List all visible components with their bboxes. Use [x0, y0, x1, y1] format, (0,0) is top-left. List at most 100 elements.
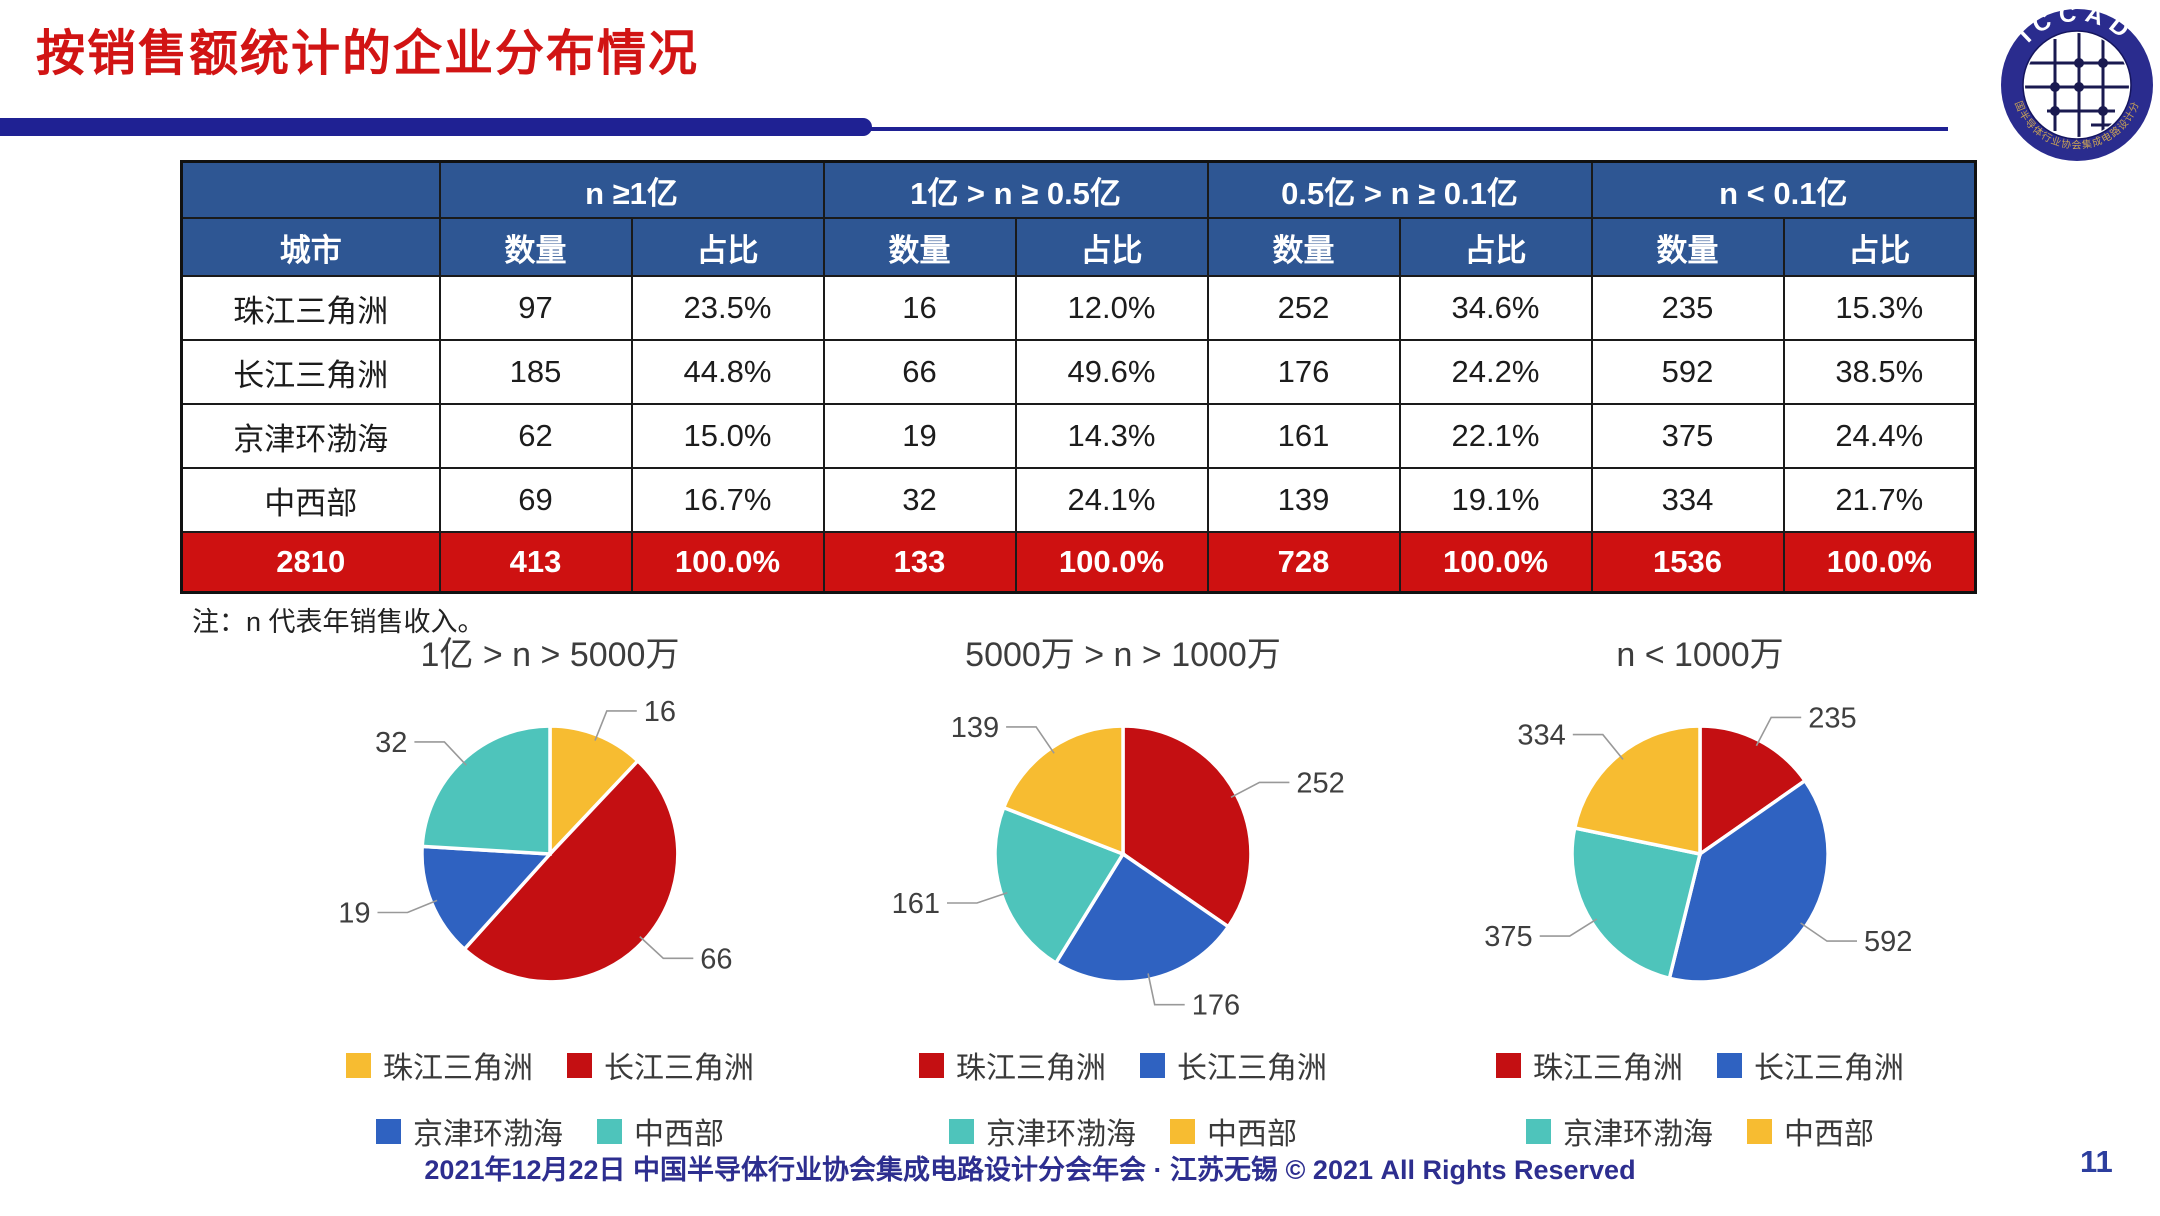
table-row: 中西部 69 16.7% 32 24.1% 139 19.1% 334 21.7% [180, 467, 1977, 533]
legend-label: 京津环渤海 [413, 1118, 563, 1151]
label-leader-line [1539, 918, 1598, 937]
data-label-京津环渤海: 375 [1484, 921, 1532, 953]
label-leader-line [1006, 726, 1055, 754]
legend-row: 京津环渤海 中西部 [949, 1109, 1297, 1153]
value-cell-2-6: 375 [1590, 403, 1785, 469]
value-cell-0-2: 16 [822, 275, 1017, 341]
legend-swatch [376, 1118, 401, 1144]
legend-swatch [1140, 1052, 1165, 1078]
legend-label: 珠江三角洲 [956, 1052, 1106, 1085]
table-row: 长江三角洲 185 44.8% 66 49.6% 176 24.2% 592 38.5% [180, 339, 1977, 405]
value-cell-3-7: 21.7% [1782, 467, 1977, 533]
data-label-京津环渤海: 19 [338, 898, 370, 930]
legend-swatch [949, 1118, 974, 1144]
label-leader-line [947, 892, 1008, 904]
value-cell-2-2: 19 [822, 403, 1017, 469]
table-row: 珠江三角洲 97 23.5% 16 12.0% 252 34.6% 235 15.3% [180, 275, 1977, 341]
value-cell-1-0: 185 [438, 339, 633, 405]
value-cell-1-7: 38.5% [1782, 339, 1977, 405]
legend-row: 珠江三角洲 长江三角洲 [919, 1043, 1327, 1087]
pie-title: 1亿 > n > 5000万 [420, 636, 680, 674]
legend-item-长江三角洲: 长江三角洲 [1140, 1043, 1327, 1087]
value-cell-3-6: 334 [1590, 467, 1785, 533]
legend-label: 长江三角洲 [1754, 1052, 1904, 1085]
value-cell-1-5: 24.2% [1398, 339, 1593, 405]
total-count-cell: 2810 [180, 531, 441, 594]
total-cell-4: 728 [1206, 531, 1401, 594]
value-cell-2-1: 15.0% [630, 403, 825, 469]
sub-header-cell-0-1: 占比 [630, 217, 825, 277]
table-row: 京津环渤海 62 15.0% 19 14.3% 161 22.1% 375 24.4% [180, 403, 1977, 469]
legend-label: 中西部 [1207, 1118, 1297, 1151]
data-label-珠江三角洲: 252 [1296, 767, 1344, 799]
sub-header-cell-3-0: 数量 [1590, 217, 1785, 277]
sub-header-cell-2-0: 数量 [1206, 217, 1401, 277]
city-header-cell: 城市 [180, 217, 441, 277]
group-header-cell-3: n < 0.1亿 [1590, 160, 1977, 219]
city-cell: 中西部 [180, 467, 441, 533]
value-cell-1-1: 44.8% [630, 339, 825, 405]
footer-text: 2021年12月22日 中国半导体行业协会集成电路设计分会年会 · 江苏无锡 ©… [424, 1155, 1636, 1185]
legend-label: 长江三角洲 [1177, 1052, 1327, 1085]
data-label-京津环渤海: 161 [892, 888, 940, 920]
legend-item-京津环渤海: 京津环渤海 [949, 1109, 1136, 1153]
legend-item-中西部: 中西部 [1170, 1109, 1297, 1153]
iccad-logo: ICCAD 中国半导体行业协会集成电路设计分会 [2001, 8, 2153, 161]
data-label-珠江三角洲: 16 [644, 696, 676, 728]
title-divider-line [0, 127, 1948, 131]
label-leader-line [1147, 973, 1185, 1006]
legend-swatch [597, 1118, 622, 1144]
pie-legend: 珠江三角洲 长江三角洲 京津环渤海 中西部 [250, 1043, 850, 1153]
legend-swatch [1747, 1118, 1772, 1144]
label-leader-line [1230, 781, 1290, 799]
value-cell-1-6: 592 [1590, 339, 1785, 405]
pie-svg: 252 176 161 139 [892, 712, 1345, 1022]
legend-swatch [1526, 1118, 1551, 1144]
value-cell-2-4: 161 [1206, 403, 1401, 469]
value-cell-2-5: 22.1% [1398, 403, 1593, 469]
value-cell-2-7: 24.4% [1782, 403, 1977, 469]
legend-row: 京津环渤海 中西部 [1526, 1109, 1874, 1153]
table-sub-header-row: 城市 数量 占比 数量 占比 数量 占比 数量 占比 [180, 217, 1977, 277]
sub-header-cell-1-1: 占比 [1014, 217, 1209, 277]
label-leader-line [639, 936, 694, 960]
sub-header-cell-1-0: 数量 [822, 217, 1017, 277]
legend-row: 珠江三角洲 长江三角洲 [1496, 1043, 1904, 1087]
total-cell-3: 100.0% [1014, 531, 1209, 594]
legend-label: 中西部 [1784, 1118, 1874, 1151]
legend-item-中西部: 中西部 [597, 1109, 724, 1153]
value-cell-3-4: 139 [1206, 467, 1401, 533]
legend-item-长江三角洲: 长江三角洲 [1717, 1043, 1904, 1087]
value-cell-3-0: 69 [438, 467, 633, 533]
value-cell-3-1: 16.7% [630, 467, 825, 533]
group-header-cell-0: n ≥1亿 [438, 160, 825, 219]
city-cell: 长江三角洲 [180, 339, 441, 405]
page-number: 11 [2080, 1144, 2113, 1179]
legend-item-珠江三角洲: 珠江三角洲 [346, 1043, 533, 1087]
legend-item-京津环渤海: 京津环渤海 [376, 1109, 563, 1153]
page-title: 按销售额统计的企业分布情况 [36, 27, 700, 81]
total-cell-5: 100.0% [1398, 531, 1593, 594]
legend-swatch [919, 1052, 944, 1078]
table-total-row: 2810 413 100.0% 133 100.0% 728 100.0% 1536 100.0… [180, 531, 1977, 594]
table-note: 注：n 代表年销售收入。 [192, 607, 485, 637]
value-cell-0-3: 12.0% [1014, 275, 1209, 341]
value-cell-0-5: 34.6% [1398, 275, 1593, 341]
data-label-中西部: 334 [1517, 720, 1565, 752]
data-label-中西部: 139 [951, 712, 999, 744]
data-label-长江三角洲: 66 [700, 943, 732, 975]
value-cell-1-2: 66 [822, 339, 1017, 405]
sub-header-cell-0-0: 数量 [438, 217, 633, 277]
legend-item-京津环渤海: 京津环渤海 [1526, 1109, 1713, 1153]
total-cell-7: 100.0% [1782, 531, 1977, 594]
pie-slice-中西部 [420, 724, 552, 856]
pie-chart-block-1: 1亿 > n > 5000万 16 66 19 32 珠江三角洲 长江三角洲 京津环渤海 中西部 [250, 635, 850, 1153]
legend-swatch [346, 1052, 371, 1078]
total-cell-2: 133 [822, 531, 1017, 594]
legend-item-珠江三角洲: 珠江三角洲 [1496, 1043, 1683, 1087]
value-cell-0-6: 235 [1590, 275, 1785, 341]
value-cell-0-7: 15.3% [1782, 275, 1977, 341]
total-cell-1: 100.0% [630, 531, 825, 594]
corner-empty-cell [180, 160, 441, 219]
legend-row: 京津环渤海 中西部 [376, 1109, 724, 1153]
